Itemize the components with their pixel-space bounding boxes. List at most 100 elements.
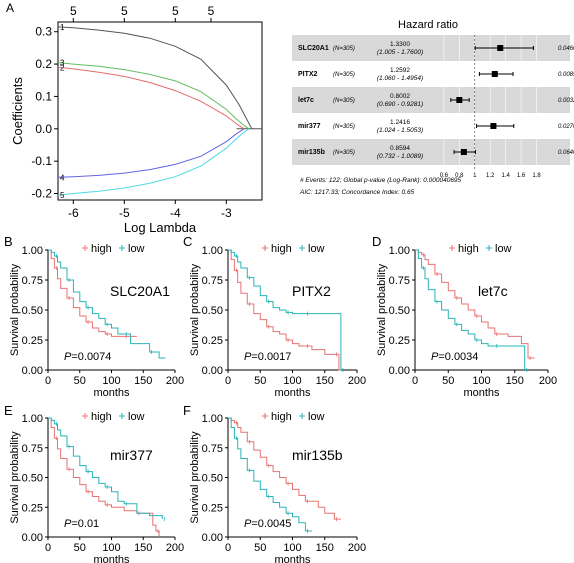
km-gene-label: mir135b bbox=[292, 447, 343, 463]
km-x-tick-label: 0 bbox=[225, 542, 231, 554]
forest-row-name: mir135b bbox=[298, 149, 325, 156]
lasso-top-tick-label: 5 bbox=[172, 4, 179, 18]
km-y-tick-label: 0.00 bbox=[22, 532, 43, 544]
forest-row-hr: 0.8594 bbox=[390, 145, 410, 152]
lasso-path-label: 4 bbox=[60, 173, 65, 182]
km-p-value: P=0.0074 bbox=[64, 351, 111, 363]
km-x-tick-label: 200 bbox=[348, 542, 366, 554]
km-curve-low bbox=[48, 417, 163, 520]
km-x-axis-label: months bbox=[93, 387, 130, 399]
km-legend-low: low bbox=[128, 243, 145, 255]
forest-row-name: SLC20A1 bbox=[298, 45, 329, 52]
km-curve-high bbox=[228, 417, 341, 520]
km-x-tick-label: 0 bbox=[412, 375, 418, 387]
km-legend-high: high bbox=[458, 243, 479, 255]
forest-x-tick-label: 0.8 bbox=[455, 173, 464, 179]
forest-row-hr: 1.3300 bbox=[390, 41, 410, 48]
lasso-y-tick-label: 0.2 bbox=[35, 57, 52, 71]
km-legend-high: high bbox=[91, 243, 112, 255]
km-legend-low: low bbox=[495, 243, 512, 255]
km-curve-low bbox=[228, 249, 342, 370]
km-p-value: P=0.0017 bbox=[244, 351, 291, 363]
lasso-y-tick-label: 0.0 bbox=[35, 122, 52, 136]
lasso-y-tick-label: 0.3 bbox=[35, 25, 52, 39]
forest-row-ci: (0.732 - 1.0089) bbox=[377, 153, 423, 160]
lasso-panel: A 0.3 0.2 0.1 0.0 -0.1 -0.2 -6 -5 -4 -3 5 5 5 5 Log Lam… bbox=[6, 1, 263, 235]
km-y-tick-label: 0.50 bbox=[202, 473, 223, 485]
panel-label-d: D bbox=[372, 234, 381, 249]
km-y-tick-label: 0.75 bbox=[22, 275, 43, 287]
forest-row-ci: (1.060 - 1.4954) bbox=[377, 75, 423, 82]
km-y-axis-label: Survival probability bbox=[189, 263, 201, 356]
km-x-tick-label: 100 bbox=[102, 375, 120, 387]
km-y-axis-label: Survival probability bbox=[189, 431, 201, 524]
km-y-tick-label: 0.00 bbox=[202, 365, 223, 377]
lasso-y-axis-label: Coefficients bbox=[10, 77, 25, 145]
km-curve-low bbox=[415, 249, 526, 370]
forest-row-p: 0.02762 * bbox=[558, 124, 574, 130]
km-x-tick-label: 0 bbox=[45, 375, 51, 387]
km-x-tick-label: 200 bbox=[166, 542, 184, 554]
km-y-tick-label: 0.00 bbox=[202, 532, 223, 544]
forest-panel: Hazard ratio SLC20A1 (N=305) 1.3300(1.005 -… bbox=[292, 19, 574, 196]
km-y-tick-label: 0.50 bbox=[22, 305, 43, 317]
km-legend-low: low bbox=[308, 243, 325, 255]
forest-footnote: AIC: 1217.33; Concordance Index: 0.65 bbox=[299, 189, 415, 196]
forest-hr-point bbox=[490, 123, 497, 129]
forest-row-ci: (0.690 - 0.9281) bbox=[377, 101, 423, 108]
km-gene-label: let7c bbox=[478, 283, 508, 299]
forest-row-n: (N=305) bbox=[333, 124, 355, 130]
km-curve-high bbox=[228, 249, 341, 371]
km-curve-high bbox=[415, 249, 535, 359]
km-curve-low bbox=[48, 249, 166, 359]
km-p-value: P=0.0045 bbox=[244, 518, 291, 530]
forest-hr-point bbox=[460, 149, 467, 155]
forest-hr-point bbox=[497, 45, 504, 51]
km-x-tick-label: 50 bbox=[254, 542, 266, 554]
km-y-tick-label: 1.00 bbox=[202, 245, 223, 257]
forest-row-n: (N=305) bbox=[333, 150, 355, 156]
lasso-top-tick-label: 5 bbox=[208, 4, 215, 18]
km-curve-low bbox=[228, 417, 312, 532]
km-y-tick-label: 1.00 bbox=[22, 245, 43, 257]
km-y-tick-label: 0.50 bbox=[202, 305, 223, 317]
km-x-tick-label: 100 bbox=[283, 542, 301, 554]
km-x-tick-label: 0 bbox=[45, 542, 51, 554]
km-x-tick-label: 50 bbox=[74, 375, 86, 387]
forest-x-tick-label: 1 bbox=[473, 173, 477, 179]
lasso-path-3 bbox=[57, 62, 250, 130]
panel-label-a: A bbox=[6, 1, 14, 15]
km-x-axis-label: months bbox=[463, 387, 500, 399]
forest-x-tick-label: 1.6 bbox=[517, 173, 526, 179]
km-y-tick-label: 0.50 bbox=[389, 305, 410, 317]
lasso-path-label: 1 bbox=[60, 23, 65, 32]
lasso-path-label: 3 bbox=[60, 58, 65, 67]
forest-row-p: 0.04604 * bbox=[558, 46, 574, 52]
lasso-y-tick-label: 0.1 bbox=[35, 89, 52, 103]
km-y-tick-label: 0.00 bbox=[389, 365, 410, 377]
km-x-tick-label: 0 bbox=[225, 375, 231, 387]
km-x-tick-label: 100 bbox=[472, 375, 490, 387]
forest-row-p: 0.06406 bbox=[558, 150, 574, 156]
km-x-tick-label: 100 bbox=[283, 375, 301, 387]
forest-row-band bbox=[292, 87, 570, 113]
km-gene-label: mir377 bbox=[110, 447, 153, 463]
forest-row-n: (N=305) bbox=[333, 98, 355, 104]
lasso-top-tick-label: 5 bbox=[70, 4, 77, 18]
km-x-tick-label: 150 bbox=[316, 375, 334, 387]
km-y-tick-label: 0.25 bbox=[202, 335, 223, 347]
km-gene-label: SLC20A1 bbox=[110, 283, 170, 299]
lasso-x-axis-label: Log Lambda bbox=[124, 220, 197, 235]
forest-row-hr: 1.2592 bbox=[390, 67, 410, 74]
km-x-tick-label: 150 bbox=[506, 375, 524, 387]
km-x-tick-label: 150 bbox=[134, 542, 152, 554]
km-p-value: P=0.0034 bbox=[431, 351, 478, 363]
km-legend-low: low bbox=[128, 411, 145, 423]
panel-label-b: B bbox=[4, 234, 13, 249]
km-y-tick-label: 0.25 bbox=[389, 335, 410, 347]
km-y-tick-label: 0.75 bbox=[202, 275, 223, 287]
lasso-y-tick-label: -0.1 bbox=[31, 154, 52, 168]
km-y-tick-label: 0.00 bbox=[22, 365, 43, 377]
km-x-tick-label: 200 bbox=[539, 375, 557, 387]
